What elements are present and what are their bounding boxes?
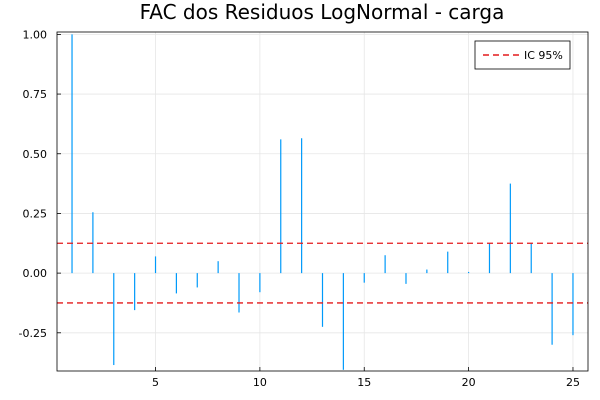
- y-tick-label: -0.25: [19, 327, 47, 340]
- x-axis-ticks: 5 10 15 20 25: [152, 367, 580, 389]
- grid-lines: [57, 32, 588, 371]
- y-tick-label: 1.00: [23, 28, 48, 41]
- x-tick-label: 15: [357, 376, 371, 389]
- x-tick-label: 5: [152, 376, 159, 389]
- y-tick-label: 0.00: [23, 267, 48, 280]
- y-tick-label: 0.50: [23, 148, 48, 161]
- legend-box: [474, 40, 571, 70]
- plot-frame: [56, 31, 589, 372]
- y-tick-label: 0.75: [23, 88, 48, 101]
- legend-label-ic: IC 95%: [524, 49, 563, 62]
- legend: IC 95%: [474, 40, 571, 70]
- y-axis-ticks: -0.25 0.00 0.25 0.50 0.75 1.00: [19, 28, 61, 340]
- x-tick-label: 25: [566, 376, 580, 389]
- chart-title: FAC dos Residuos LogNormal - carga: [140, 0, 505, 24]
- acf-bars: [71, 34, 574, 370]
- x-tick-label: 20: [462, 376, 476, 389]
- x-tick-label: 10: [253, 376, 267, 389]
- confidence-lines: [57, 242, 588, 304]
- y-tick-label: 0.25: [23, 207, 48, 220]
